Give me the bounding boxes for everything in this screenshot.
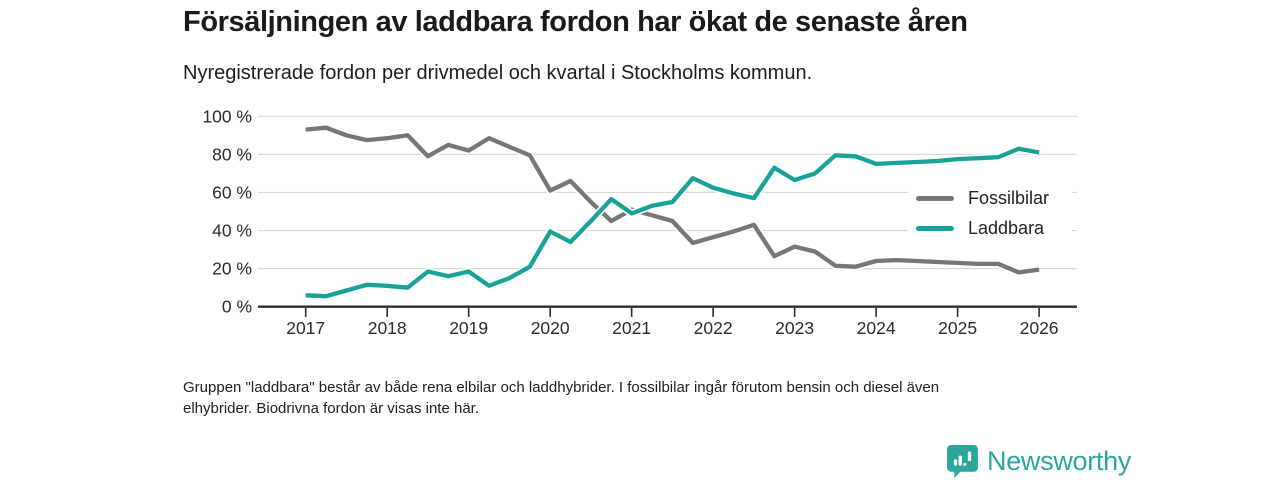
y-tick-label: 20 %: [212, 259, 252, 279]
fossilbilar-line-swatch: [916, 195, 954, 201]
x-tick-label: 2021: [612, 318, 651, 338]
footnote-line: Gruppen "laddbara" består av både rena e…: [183, 379, 940, 396]
y-tick-label: 40 %: [212, 221, 252, 241]
footnote-line: elhybrider. Biodrivna fordon är visas in…: [183, 400, 479, 417]
x-tick-label: 2017: [286, 318, 325, 338]
y-tick-label: 60 %: [212, 182, 252, 202]
legend-item-laddbara: Laddbara: [916, 216, 1072, 240]
x-tick-label: 2022: [694, 318, 733, 338]
chart-subtitle: Nyregistrerade fordon per drivmedel och …: [183, 62, 813, 84]
x-tick-label: 2023: [775, 318, 814, 338]
chart-title: Försäljningen av laddbara fordon har öka…: [183, 6, 968, 38]
chart-footnote: Gruppen "laddbara" består av både rena e…: [183, 377, 1083, 419]
newsworthy-logo: Newsworthy: [946, 444, 1131, 479]
x-tick-label: 2018: [368, 318, 407, 338]
brand-name: Newsworthy: [987, 446, 1132, 476]
x-tick-label: 2026: [1020, 318, 1059, 338]
laddbara-line-swatch: [916, 225, 954, 231]
legend-item-fossilbilar: Fossilbilar: [916, 186, 1072, 210]
x-tick-label: 2024: [857, 318, 896, 338]
legend-label: Fossilbilar: [968, 187, 1050, 208]
x-tick-label: 2020: [531, 318, 570, 338]
legend-label: Laddbara: [968, 217, 1045, 238]
legend: Fossilbilar Laddbara: [908, 183, 1072, 243]
y-tick-label: 100 %: [202, 106, 252, 126]
x-tick-label: 2019: [449, 318, 488, 338]
y-tick-label: 0 %: [222, 297, 252, 317]
y-tick-label: 80 %: [212, 144, 252, 164]
newsworthy-logo-icon: [947, 445, 978, 478]
x-tick-label: 2025: [938, 318, 977, 338]
